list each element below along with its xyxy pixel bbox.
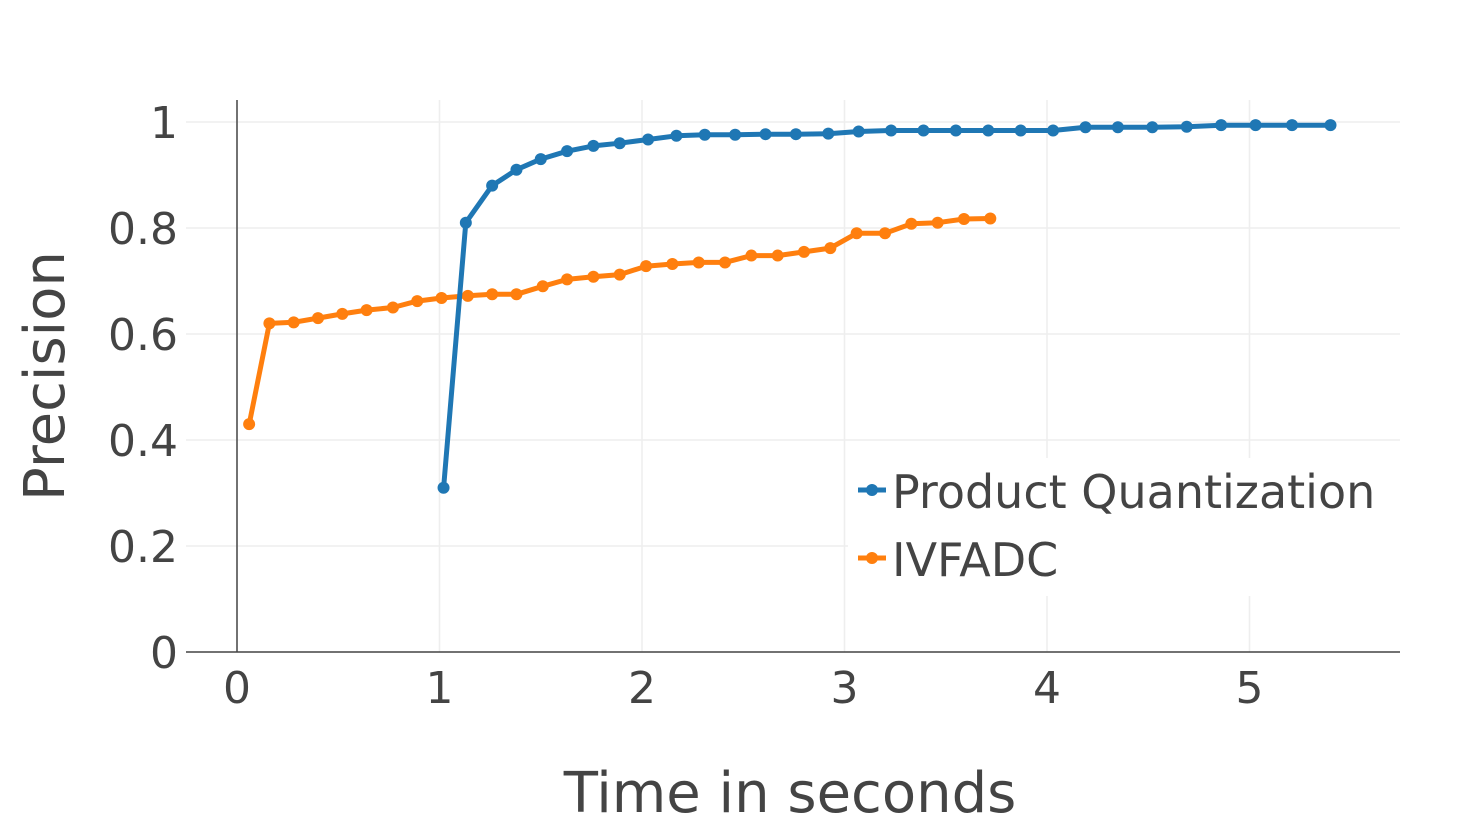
series-ivfadc	[243, 212, 997, 431]
data-point	[759, 128, 772, 141]
data-point	[411, 295, 424, 308]
data-point	[287, 316, 300, 329]
data-point	[642, 133, 655, 146]
data-point	[729, 128, 742, 141]
data-point	[692, 256, 705, 269]
y-tick-label: 0.4	[108, 416, 178, 467]
data-point	[719, 256, 732, 269]
data-point	[336, 307, 349, 320]
data-point	[613, 137, 626, 150]
data-point	[879, 227, 891, 240]
data-point	[789, 128, 802, 141]
series-product-quantization	[437, 119, 1337, 494]
data-point	[613, 268, 626, 281]
x-tick-label: 5	[1236, 663, 1264, 714]
data-point	[1111, 121, 1124, 134]
data-point	[386, 301, 399, 314]
legend-background	[848, 458, 1400, 596]
data-point	[771, 249, 784, 262]
data-point	[1249, 119, 1262, 132]
data-point	[461, 289, 474, 302]
x-axis-title: Time in seconds	[563, 761, 1017, 826]
data-point	[885, 124, 898, 137]
data-point	[510, 288, 523, 301]
legend-label: Product Quantization	[892, 465, 1375, 519]
y-axis-title: Precision	[13, 251, 78, 501]
x-tick-label: 3	[831, 663, 859, 714]
data-point	[822, 127, 835, 140]
data-point	[982, 124, 995, 137]
data-point	[917, 124, 930, 137]
y-tick-label: 0.2	[108, 522, 178, 573]
data-point	[670, 129, 683, 142]
data-point	[312, 312, 324, 325]
y-tick-label: 0.8	[108, 204, 178, 255]
x-tick-label: 1	[426, 663, 454, 714]
data-point	[263, 317, 276, 330]
data-point	[360, 304, 373, 317]
data-point	[905, 217, 918, 230]
data-point	[1079, 121, 1092, 134]
legend[interactable]: Product Quantization IVFADC	[848, 458, 1400, 596]
data-point	[587, 270, 600, 283]
data-point	[1286, 119, 1299, 132]
data-point	[1180, 120, 1193, 133]
legend-swatch-marker	[866, 552, 878, 564]
data-point	[437, 481, 450, 494]
data-point	[852, 125, 865, 138]
legend-label: IVFADC	[892, 533, 1058, 587]
data-point	[561, 273, 574, 286]
data-point	[486, 288, 499, 301]
data-point	[824, 242, 837, 255]
x-tick-label: 2	[628, 663, 656, 714]
data-point	[1146, 121, 1159, 134]
data-point	[587, 139, 600, 152]
data-point	[561, 145, 574, 158]
x-tick-label: 4	[1033, 663, 1061, 714]
data-point	[510, 163, 523, 176]
y-tick-label: 1	[150, 98, 178, 149]
data-point	[984, 212, 997, 225]
axes	[186, 100, 1400, 653]
legend-item-ivfadc[interactable]: IVFADC	[858, 533, 1058, 587]
tick-labels: 0 0.2 0.4 0.6 0.8 1 0 1 2 3 4 5	[108, 98, 1263, 714]
data-point	[435, 291, 448, 304]
data-point	[1324, 119, 1337, 132]
data-point	[698, 128, 711, 141]
series-layer	[243, 119, 1337, 494]
legend-swatch-marker	[866, 484, 878, 496]
y-tick-label: 0	[150, 628, 178, 679]
x-tick-label: 0	[223, 663, 251, 714]
data-point	[798, 245, 810, 258]
y-tick-label: 0.6	[108, 310, 178, 361]
data-point	[745, 249, 758, 262]
data-point	[666, 258, 679, 271]
data-point	[243, 418, 256, 431]
data-point	[536, 280, 549, 293]
data-point	[1014, 124, 1027, 137]
data-point	[640, 260, 653, 273]
legend-item-product-quantization[interactable]: Product Quantization	[858, 465, 1375, 519]
data-point	[931, 216, 944, 229]
data-point	[949, 124, 962, 137]
data-point	[1215, 119, 1228, 132]
data-point	[486, 179, 499, 192]
data-point	[1047, 124, 1060, 137]
data-point	[459, 216, 472, 229]
data-point	[534, 153, 547, 166]
data-point	[957, 212, 970, 225]
data-point	[850, 227, 863, 240]
